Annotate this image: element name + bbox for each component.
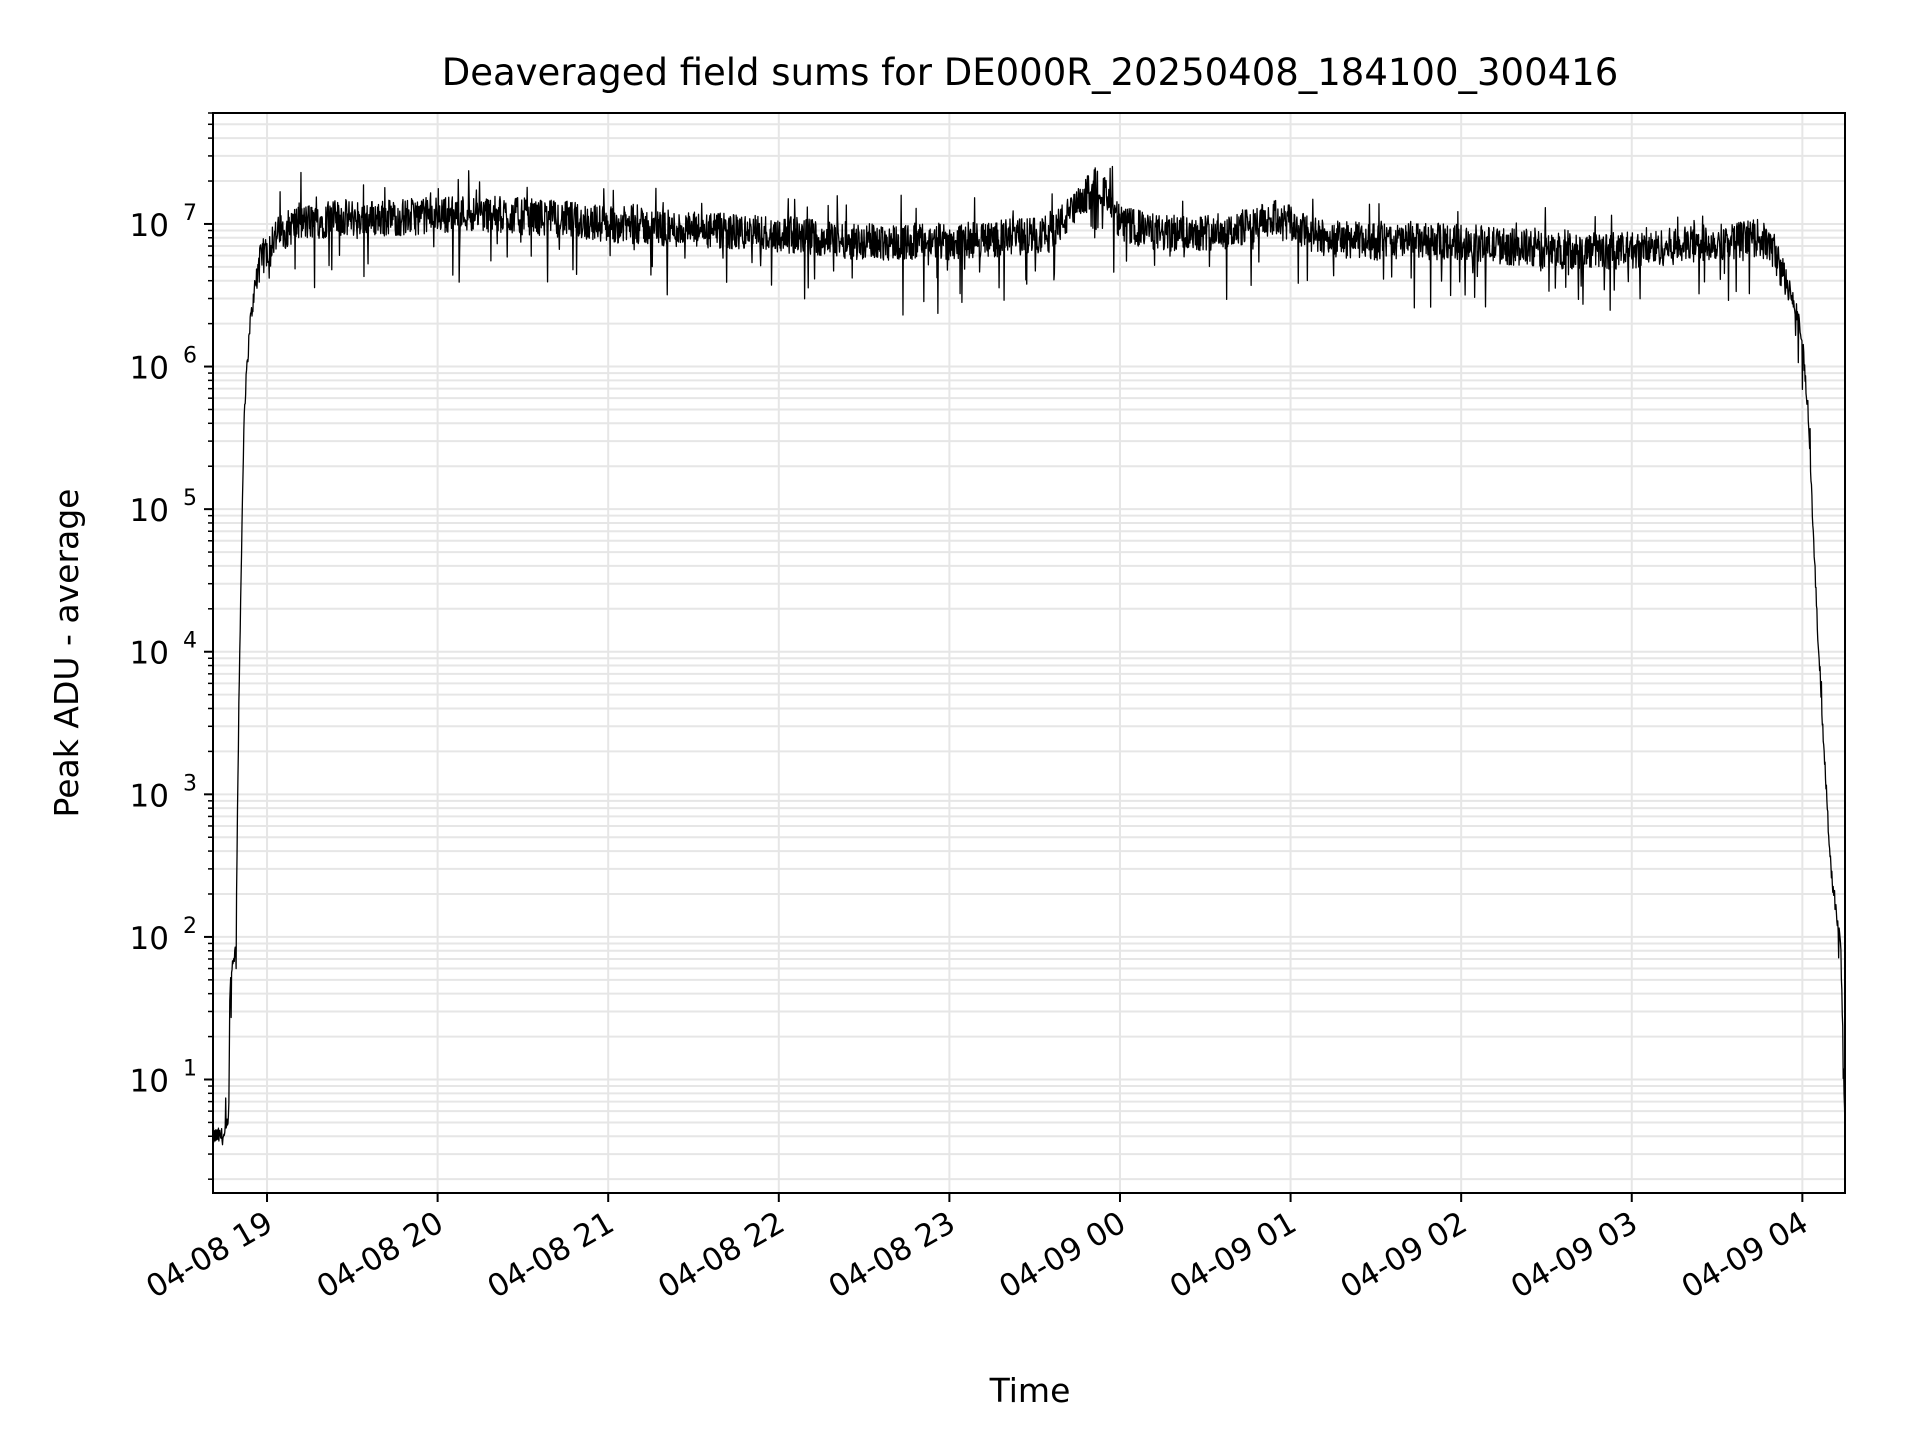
y-tick-exponent: 4: [183, 629, 197, 654]
y-tick-exponent: 6: [183, 344, 197, 369]
y-tick-exponent: 2: [183, 914, 197, 939]
series-layer: [213, 165, 1845, 1146]
y-tick-label: 10: [130, 921, 169, 957]
series-line: [213, 165, 1845, 1146]
y-tick-label: 10: [130, 778, 169, 814]
grid-lines: [213, 112, 1845, 1193]
chart-title: Deaveraged field sums for DE000R_2025040…: [442, 51, 1619, 94]
x-axis-label: Time: [989, 1371, 1071, 1410]
y-tick-label: 10: [130, 1064, 169, 1100]
y-tick-label: 10: [130, 351, 169, 387]
plot-frame: [212, 112, 1846, 1194]
y-tick-exponent: 5: [183, 486, 197, 511]
y-tick-label: 10: [130, 636, 169, 672]
y-tick-label: 10: [130, 208, 169, 244]
y-tick-exponent: 1: [183, 1057, 197, 1082]
y-tick-label: 10: [130, 493, 169, 529]
y-tick-exponent: 3: [183, 771, 197, 796]
y-tick-exponent: 7: [183, 201, 197, 226]
plot-background: [213, 113, 1845, 1193]
y-axis-label: Peak ADU - average: [47, 489, 86, 818]
